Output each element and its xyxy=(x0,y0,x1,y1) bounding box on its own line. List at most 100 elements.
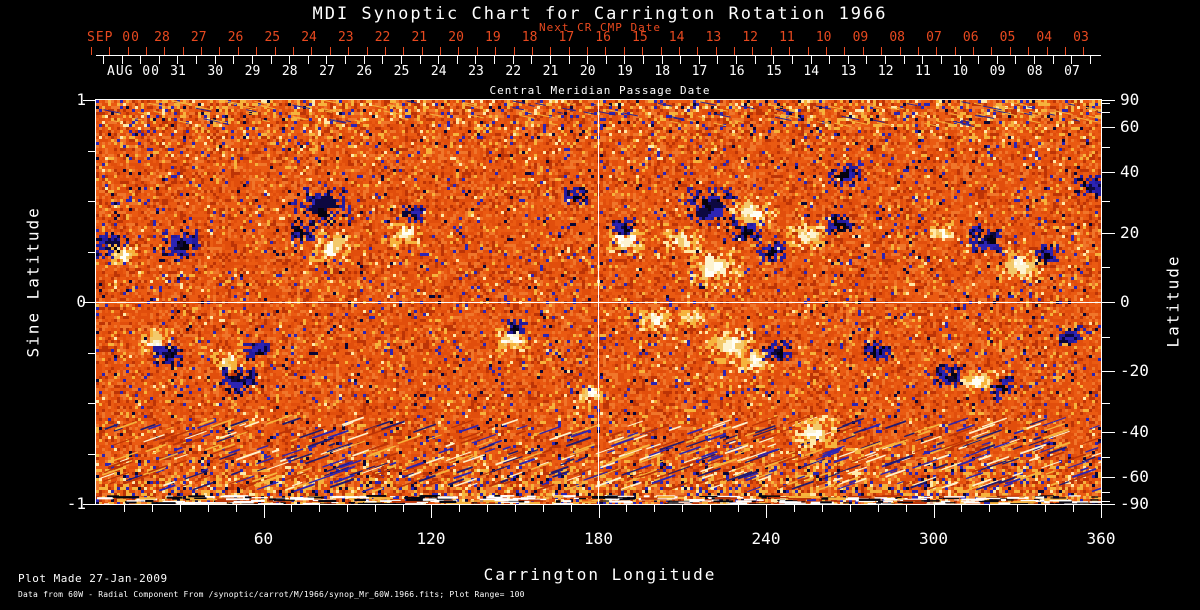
x-axis-tick-label: 60 xyxy=(253,529,274,548)
cmp-half-day-tick xyxy=(475,55,476,64)
cmp-day-label: 25 xyxy=(393,64,410,79)
cmp-half-day-tick xyxy=(103,55,104,64)
next-cr-half-day-tick xyxy=(679,47,680,55)
y-right-tick xyxy=(1102,267,1110,268)
cmp-day-label: 21 xyxy=(542,64,559,79)
cmp-day-label: 08 xyxy=(1026,64,1043,79)
next-cr-half-day-tick xyxy=(440,47,441,55)
cmp-half-day-tick xyxy=(811,55,812,64)
x-axis-tick xyxy=(961,505,962,512)
x-axis-tick xyxy=(654,505,655,512)
y-right-tick-label: -20 xyxy=(1120,361,1149,381)
x-axis-tick xyxy=(822,505,823,512)
next-cr-day-label: 14 xyxy=(668,30,685,45)
cmp-half-day-tick xyxy=(569,55,570,64)
next-cr-half-day-tick xyxy=(201,47,202,55)
data-source-text: Data from 60W - Radial Component From /s… xyxy=(18,590,525,599)
next-cr-half-day-tick xyxy=(605,47,606,55)
next-cr-half-day-tick xyxy=(624,47,625,55)
next-cr-half-day-tick xyxy=(789,47,790,55)
cmp-half-day-tick xyxy=(1090,55,1091,64)
y-right-tick xyxy=(1102,112,1110,113)
next-cr-day-label: 15 xyxy=(632,30,648,45)
cmp-half-day-tick xyxy=(420,55,421,64)
y-right-tick xyxy=(1102,172,1115,173)
y-left-tick xyxy=(88,201,96,202)
next-cr-half-day-tick xyxy=(477,47,478,55)
next-cr-half-day-tick xyxy=(164,47,165,55)
next-cr-half-day-tick xyxy=(734,47,735,55)
x-axis-tick-label: 300 xyxy=(919,529,948,548)
cmp-half-day-tick xyxy=(196,55,197,64)
next-cr-half-day-tick xyxy=(1010,47,1011,55)
next-cr-half-day-tick xyxy=(458,47,459,55)
cmp-half-day-tick xyxy=(382,55,383,64)
x-axis-tick xyxy=(989,505,990,512)
next-cr-day-label: 25 xyxy=(264,30,281,45)
y-right-tick xyxy=(1102,233,1115,234)
next-cr-half-day-tick xyxy=(128,47,129,55)
y-left-tick xyxy=(88,151,96,152)
y-right-tick xyxy=(1102,403,1110,404)
next-cr-half-day-tick xyxy=(1065,47,1066,55)
y-left-tick xyxy=(88,454,96,455)
y-right-tick xyxy=(1102,492,1110,493)
next-cr-day-label: 11 xyxy=(779,30,795,45)
x-axis-tick xyxy=(291,505,292,512)
x-axis-tick xyxy=(1045,505,1046,512)
y-right-tick xyxy=(1102,371,1115,372)
next-cr-day-label: 10 xyxy=(815,30,832,45)
next-cr-half-day-tick xyxy=(348,47,349,55)
cmp-half-day-tick xyxy=(624,55,625,64)
next-cr-half-day-tick xyxy=(109,47,110,55)
y-right-tick-label: 20 xyxy=(1120,222,1140,242)
x-axis-tick xyxy=(236,505,237,512)
next-cr-half-day-tick xyxy=(900,47,901,55)
y-left-tick xyxy=(88,353,96,354)
next-cr-half-day-tick xyxy=(752,47,753,55)
y-right-tick xyxy=(1102,147,1110,148)
cmp-half-day-tick xyxy=(904,55,905,64)
next-cr-half-day-tick xyxy=(863,47,864,55)
cmp-day-label: 16 xyxy=(728,64,745,79)
next-cr-half-day-tick xyxy=(367,47,368,55)
next-cr-day-label: 22 xyxy=(374,30,391,45)
cmp-half-day-tick xyxy=(364,55,365,64)
cmp-day-label: 22 xyxy=(505,64,522,79)
x-axis-tick xyxy=(794,505,795,512)
cmp-half-day-tick xyxy=(662,55,663,64)
y-right-tick-label: -90 xyxy=(1120,494,1149,513)
next-cr-half-day-tick xyxy=(219,47,220,55)
cmp-day-label: 29 xyxy=(244,64,261,79)
next-cr-cmp-date-label: Next CR CMP Date xyxy=(539,21,661,34)
x-axis-tick xyxy=(766,505,767,518)
y-right-tick xyxy=(1102,100,1115,101)
cmp-day-label: 20 xyxy=(579,64,596,79)
y-right-tick-label: -40 xyxy=(1120,421,1149,441)
next-cr-half-day-tick xyxy=(569,47,570,55)
next-cr-day-label: 16 xyxy=(595,30,611,45)
cmp-half-day-tick xyxy=(1034,55,1035,64)
x-axis-tick-label: 240 xyxy=(751,529,781,548)
y-right-tick xyxy=(1102,432,1115,433)
x-axis-tick xyxy=(431,505,432,518)
next-cr-half-day-tick xyxy=(1047,47,1048,55)
y-left-tick xyxy=(88,252,96,253)
next-cr-half-day-tick xyxy=(91,47,92,55)
next-cr-half-day-tick xyxy=(146,47,147,55)
cmp-half-day-tick xyxy=(736,55,737,64)
cmp-half-day-tick xyxy=(140,55,141,64)
x-axis-tick-label: 180 xyxy=(584,529,613,548)
y-left-tick-label: -1 xyxy=(66,494,86,513)
next-cr-day-label: 28 xyxy=(154,30,170,45)
cmp-day-label: 26 xyxy=(356,64,373,79)
y-left-tick xyxy=(88,403,96,404)
y-right-tick xyxy=(1102,477,1115,478)
y-axis-right-title: Latitude xyxy=(1163,254,1183,348)
next-cr-day-label: 18 xyxy=(521,30,538,45)
next-cr-day-label: 23 xyxy=(337,30,354,45)
x-axis-tick xyxy=(459,505,460,512)
next-cr-day-label: 19 xyxy=(485,30,501,45)
x-axis-tick xyxy=(264,505,265,518)
cmp-half-day-tick xyxy=(606,55,607,64)
